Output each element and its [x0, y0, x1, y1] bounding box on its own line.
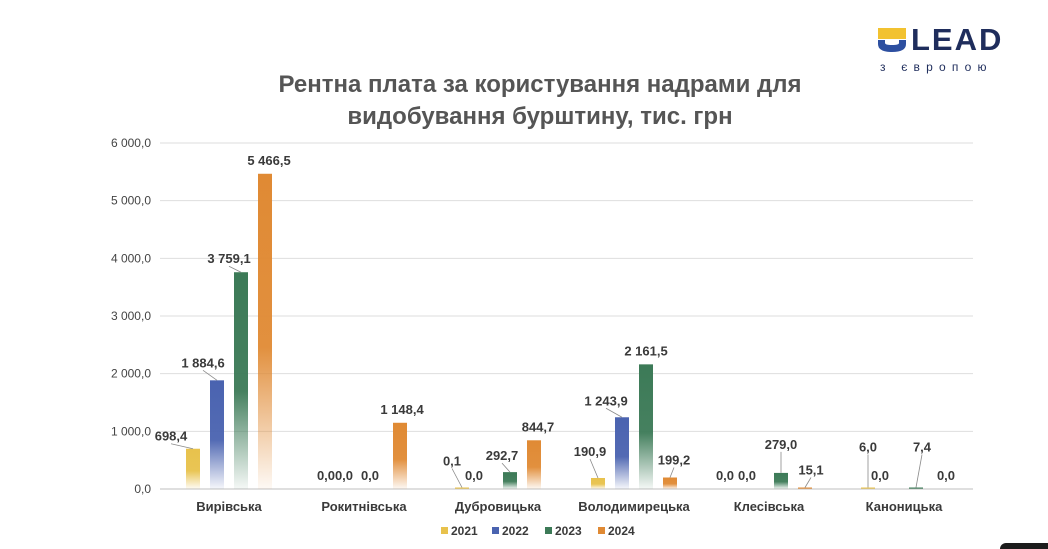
ulead-logo: LEAD з європою [878, 24, 1023, 76]
label-leader-line [605, 407, 623, 418]
y-tick-label: 4 000,0 [111, 251, 151, 265]
data-label: 7,4 [913, 440, 932, 455]
legend-label: 2022 [502, 524, 529, 538]
chart-title-line: видобування бурштину, тис. грн [347, 103, 732, 130]
corner-decoration [1000, 543, 1048, 549]
data-label: 1 243,9 [584, 393, 627, 408]
bar-2021-0 [186, 448, 200, 489]
data-label: 1 884,6 [181, 355, 224, 370]
data-label: 279,0 [765, 437, 798, 452]
y-tick-label: 6 000,0 [111, 136, 151, 150]
data-label: 190,9 [574, 444, 607, 459]
label-leader-line [669, 467, 675, 478]
data-label: 0,0 [871, 468, 889, 483]
category-label: Вирівська [196, 499, 262, 514]
bar-2021-2 [455, 487, 469, 489]
data-label: 0,0 [716, 468, 734, 483]
data-label: 3 759,1 [207, 251, 250, 266]
legend-swatch-2023 [545, 527, 552, 534]
legend-swatch-2024 [598, 527, 605, 534]
data-label: 199,2 [658, 453, 691, 468]
bar-2024-0 [258, 173, 272, 489]
label-leader-line [915, 454, 923, 488]
data-label: 698,4 [155, 429, 188, 444]
legend-swatch-2022 [492, 527, 499, 534]
legend-label: 2021 [451, 524, 478, 538]
bar-2021-5 [861, 487, 875, 489]
data-label: 0,0 [937, 468, 955, 483]
logo-tagline: з європою [880, 60, 993, 74]
data-label: 0,0 [335, 468, 353, 483]
label-leader-line [451, 468, 463, 488]
data-label: 6,0 [859, 440, 877, 455]
category-label: Рокитнівська [321, 499, 407, 514]
legend-swatch-2021 [441, 527, 448, 534]
data-label: 15,1 [798, 463, 823, 478]
bar-2024-4 [798, 487, 812, 489]
bar-2023-5 [909, 487, 923, 489]
bar-2024-2 [527, 440, 541, 489]
y-tick-label: 1 000,0 [111, 424, 151, 438]
y-tick-label: 5 000,0 [111, 194, 151, 208]
bar-2023-4 [774, 472, 788, 489]
chart-title-line: Рентна плата за користування надрами для [278, 71, 801, 98]
category-label: Клесівська [734, 499, 805, 514]
label-leader-line [589, 458, 599, 479]
label-leader-line [501, 462, 511, 473]
data-label: 1 148,4 [380, 402, 424, 417]
bar-2021-3 [591, 477, 605, 489]
data-label: 0,0 [465, 468, 483, 483]
y-tick-label: 2 000,0 [111, 367, 151, 381]
data-label: 5 466,5 [247, 153, 290, 168]
category-label: Каноницька [866, 499, 943, 514]
legend-label: 2024 [608, 524, 635, 538]
u-logo-mark-icon [878, 28, 906, 52]
label-leader-line [228, 265, 242, 273]
label-leader-line [170, 443, 194, 450]
bar-2024-3 [663, 477, 677, 489]
label-leader-line [202, 369, 218, 381]
data-label: 0,0 [361, 468, 379, 483]
data-label: 844,7 [522, 419, 555, 434]
bar-2024-1 [393, 422, 407, 489]
y-tick-label: 3 000,0 [111, 309, 151, 323]
data-label: 2 161,5 [624, 343, 667, 358]
bar-2022-0 [210, 380, 224, 489]
data-label: 292,7 [486, 448, 519, 463]
category-label: Дубровицька [455, 499, 542, 514]
bar-2023-3 [639, 364, 653, 489]
data-label: 0,0 [738, 468, 756, 483]
y-tick-label: 0,0 [134, 482, 151, 496]
label-leader-line [804, 477, 812, 488]
data-label: 0,0 [317, 468, 335, 483]
legend-label: 2023 [555, 524, 582, 538]
data-label: 0,1 [443, 454, 461, 469]
bar-2023-2 [503, 472, 517, 489]
bar-2022-3 [615, 417, 629, 489]
category-label: Володимирецька [578, 499, 690, 514]
bar-2023-0 [234, 272, 248, 489]
logo-word: LEAD [911, 22, 1004, 57]
